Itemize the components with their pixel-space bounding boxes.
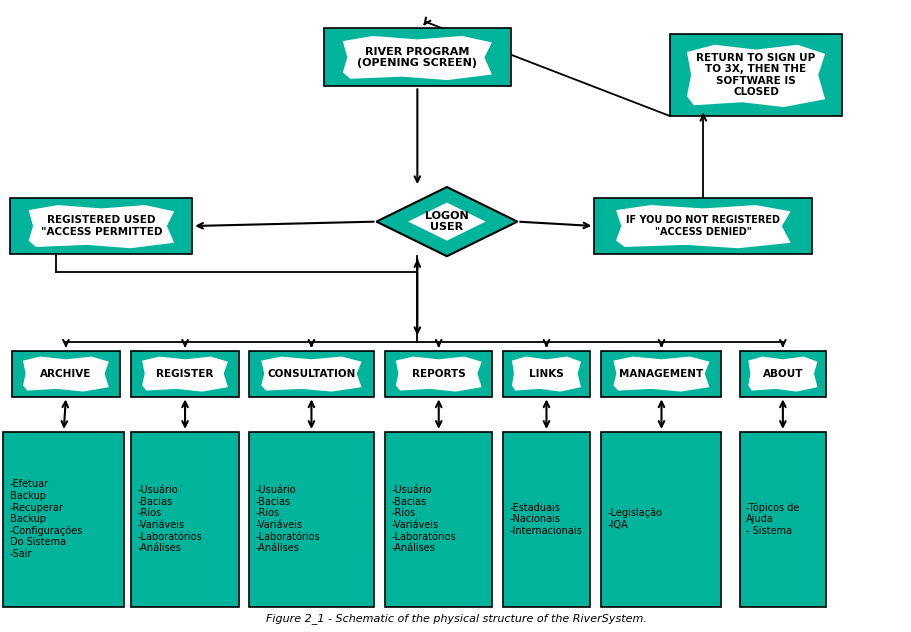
Bar [503,432,589,607]
Polygon shape [748,356,816,392]
Bar [4,432,124,607]
Bar [10,198,192,254]
Polygon shape [23,356,108,392]
Text: -Usuário
-Bacias
-Rios
-Variáveis
-Laboratórios
-Análises: -Usuário -Bacias -Rios -Variáveis -Labor… [255,485,320,553]
Polygon shape [261,356,362,392]
Text: ABOUT: ABOUT [762,368,803,379]
Bar [503,351,589,396]
Text: -Usuário
-Bacias
-Rios
-Variáveis
-Laboratórios
-Análises: -Usuário -Bacias -Rios -Variáveis -Labor… [138,485,202,553]
Text: -Legislação
-IQA: -Legislação -IQA [607,508,662,530]
Text: -Usuário
-Bacias
-Rios
-Variáveis
-Laboratórios
-Análises: -Usuário -Bacias -Rios -Variáveis -Labor… [391,485,456,553]
Polygon shape [615,205,790,248]
Bar [601,432,721,607]
Bar [131,351,239,396]
Polygon shape [613,356,709,392]
Text: -Tópicos de
Ajuda
- Sistema: -Tópicos de Ajuda - Sistema [745,502,799,536]
Polygon shape [28,205,174,248]
Text: MANAGEMENT: MANAGEMENT [619,368,703,379]
Bar [739,351,825,396]
Bar [131,432,239,607]
Bar [669,34,842,116]
Bar [739,432,825,607]
Text: ARCHIVE: ARCHIVE [40,368,91,379]
Text: LINKS: LINKS [528,368,563,379]
Bar [249,432,374,607]
Text: IF YOU DO NOT REGISTERED
"ACCESS DENIED": IF YOU DO NOT REGISTERED "ACCESS DENIED" [626,216,780,237]
Polygon shape [142,356,228,392]
Text: -Estaduais
-Nacionais
-Internacionais: -Estaduais -Nacionais -Internacionais [509,502,582,536]
Bar [594,198,812,254]
Polygon shape [376,187,517,256]
Text: REPORTS: REPORTS [412,368,466,379]
Polygon shape [686,45,824,107]
Polygon shape [511,356,580,392]
Text: RETURN TO SIGN UP
TO 3X, THEN THE
SOFTWARE IS
CLOSED: RETURN TO SIGN UP TO 3X, THEN THE SOFTWA… [696,52,814,97]
Bar [601,351,721,396]
Text: RIVER PROGRAM
(OPENING SCREEN): RIVER PROGRAM (OPENING SCREEN) [357,47,476,68]
Bar [12,351,119,396]
Text: REGISTER: REGISTER [156,368,213,379]
Bar [249,351,374,396]
Bar [384,351,492,396]
Text: REGISTERED USED
"ACCESS PERMITTED: REGISTERED USED "ACCESS PERMITTED [41,216,162,237]
Polygon shape [343,36,491,80]
Bar [323,28,510,87]
Text: -Efetuar
Backup
-Recuperar
Backup
-Configurações
Do Sistema
-Sair: -Efetuar Backup -Recuperar Backup -Confi… [9,480,83,559]
Polygon shape [408,203,486,241]
Polygon shape [395,356,481,392]
Text: Figure 2_1 - Schematic of the physical structure of the RiverSystem.: Figure 2_1 - Schematic of the physical s… [265,614,646,624]
Bar [384,432,492,607]
Text: LOGON
USER: LOGON USER [425,211,468,233]
Text: CONSULTATION: CONSULTATION [267,368,355,379]
